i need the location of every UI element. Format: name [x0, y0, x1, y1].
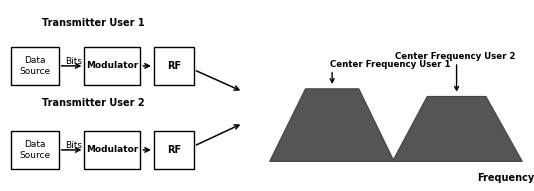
Polygon shape — [270, 89, 394, 161]
FancyBboxPatch shape — [154, 47, 194, 85]
Text: Modulator: Modulator — [87, 145, 138, 155]
Text: Center Frequency User 2: Center Frequency User 2 — [395, 52, 516, 61]
FancyBboxPatch shape — [11, 131, 59, 169]
Text: Modulator: Modulator — [87, 61, 138, 70]
Text: Data
Source: Data Source — [19, 140, 50, 160]
Text: Frequency: Frequency — [477, 173, 534, 183]
FancyBboxPatch shape — [84, 47, 140, 85]
FancyBboxPatch shape — [84, 131, 140, 169]
Text: RF: RF — [167, 61, 181, 71]
Text: Bits: Bits — [65, 141, 82, 150]
Text: Center Frequency User 1: Center Frequency User 1 — [330, 60, 451, 69]
Text: Bits: Bits — [65, 57, 82, 66]
Text: Transmitter User 2: Transmitter User 2 — [42, 98, 145, 108]
Text: RF: RF — [167, 145, 181, 155]
FancyBboxPatch shape — [154, 131, 194, 169]
Text: Data
Source: Data Source — [19, 56, 50, 76]
Text: Transmitter User 1: Transmitter User 1 — [42, 18, 145, 28]
FancyBboxPatch shape — [11, 47, 59, 85]
Polygon shape — [392, 96, 522, 161]
